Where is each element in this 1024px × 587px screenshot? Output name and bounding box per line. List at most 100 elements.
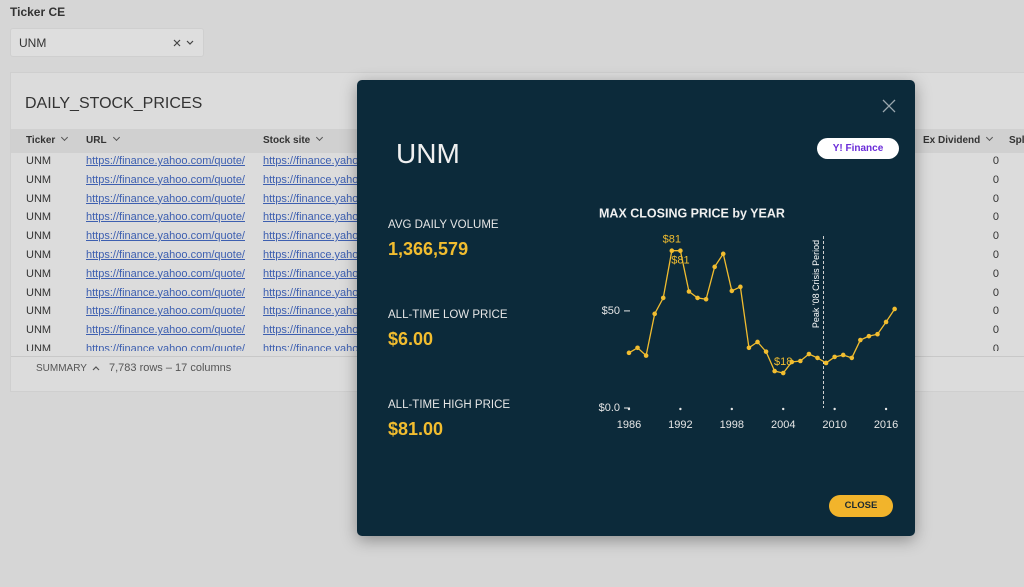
point xyxy=(892,306,897,312)
cell-ex-dividend: 0 xyxy=(992,343,999,351)
summary-text: 7,783 rows – 17 columns xyxy=(109,362,232,374)
x-tick-label: 2016 xyxy=(874,419,898,431)
point xyxy=(772,368,777,374)
cell-url[interactable]: https://finance.yahoo.com/quote/ xyxy=(86,249,245,261)
x-tick xyxy=(730,407,734,411)
cell-ticker: UNM xyxy=(26,249,52,261)
point xyxy=(806,351,812,357)
point xyxy=(660,295,666,301)
cell-stock-site[interactable]: https://finance.yaho xyxy=(263,192,359,205)
cell-ticker: UNM xyxy=(26,230,52,243)
cell-ticker: UNM xyxy=(26,343,52,351)
point xyxy=(652,311,657,317)
cell-ticker: UNM xyxy=(26,305,52,318)
cell-stock-site[interactable]: https://finance.yaho xyxy=(263,249,359,261)
point xyxy=(858,337,863,343)
summary-label[interactable]: SUMMARY xyxy=(36,363,87,374)
cell-ex-dividend: 0 xyxy=(992,286,999,299)
y-tick-label: $0.0 xyxy=(599,402,620,414)
cell-url[interactable]: https://finance.yahoo.com/quote/ xyxy=(86,192,245,205)
point xyxy=(840,352,846,358)
value-label: $18 xyxy=(774,356,792,368)
cell-url[interactable]: https://finance.yahoo.com/quote/ xyxy=(86,324,245,337)
filter-label: Ticker CE xyxy=(10,5,66,19)
point xyxy=(798,358,803,364)
cell-stock-site[interactable]: https://finance.yaho xyxy=(263,230,359,243)
cell-ticker: UNM xyxy=(26,192,52,205)
cell-ticker: UNM xyxy=(26,155,52,167)
annotation-text: Peak '08 Crisis Period xyxy=(811,240,821,328)
yahoo-finance-button[interactable]: Y! Finance xyxy=(817,138,899,159)
point xyxy=(746,345,752,351)
chart-title: MAX CLOSING PRICE by YEAR xyxy=(599,206,785,220)
x-tick-label: 2004 xyxy=(771,419,795,431)
point xyxy=(695,295,700,301)
point xyxy=(635,345,640,351)
modal-title: UNM xyxy=(396,138,460,169)
cell-ex-dividend: 0 xyxy=(992,324,999,337)
cell-url[interactable]: https://finance.yahoo.com/quote/ xyxy=(86,343,245,351)
modal-close-icon[interactable] xyxy=(882,99,896,113)
cell-ex-dividend: 0 xyxy=(992,155,999,167)
point xyxy=(849,355,855,361)
cell-ex-dividend: 0 xyxy=(992,249,999,261)
cell-url[interactable]: https://finance.yahoo.com/quote/ xyxy=(86,230,245,243)
cell-url[interactable]: https://finance.yahoo.com/quote/ xyxy=(86,286,245,299)
column-header[interactable]: Spl xyxy=(1009,135,1024,146)
cell-ex-dividend: 0 xyxy=(992,192,999,205)
cell-url[interactable]: https://finance.yahoo.com/quote/ xyxy=(86,155,245,167)
x-tick xyxy=(884,407,888,411)
summary-chevron[interactable] xyxy=(92,365,100,371)
point xyxy=(823,360,829,366)
cell-stock-site[interactable]: https://finance.yaho xyxy=(263,305,359,318)
line xyxy=(628,250,896,374)
dropdown-icon[interactable] xyxy=(186,40,194,46)
cell-ex-dividend: 0 xyxy=(992,211,999,224)
stat-label: ALL-TIME HIGH PRICE xyxy=(388,399,511,411)
cell-ticker: UNM xyxy=(26,173,52,186)
cell-url[interactable]: https://finance.yahoo.com/quote/ xyxy=(86,305,245,318)
point xyxy=(763,349,769,354)
point xyxy=(755,339,760,345)
clear-icon[interactable] xyxy=(173,39,181,47)
point xyxy=(780,370,786,376)
cell-stock-site[interactable]: https://finance.yaho xyxy=(263,211,359,224)
point xyxy=(883,319,889,325)
cell-ex-dividend: 0 xyxy=(992,173,999,186)
stat-label: AVG DAILY VOLUME xyxy=(388,219,499,231)
point xyxy=(720,251,726,257)
stat-value: $81.00 xyxy=(388,419,444,439)
cell-stock-site[interactable]: https://finance.yaho xyxy=(263,343,359,351)
cell-ex-dividend: 0 xyxy=(992,267,999,280)
stat-value: 1,366,579 xyxy=(388,239,469,259)
x-tick-label: 1998 xyxy=(720,419,744,431)
point xyxy=(815,355,820,361)
close-button[interactable]: CLOSE xyxy=(829,495,893,517)
ticker-select[interactable]: UNM xyxy=(10,28,204,57)
stat-label: ALL-TIME LOW PRICE xyxy=(388,309,508,321)
point xyxy=(703,296,709,302)
x-tick-label: 1992 xyxy=(668,419,692,431)
column-header[interactable]: Ex Dividend xyxy=(923,135,992,146)
table-title: DAILY_STOCK_PRICES xyxy=(25,95,203,112)
x-tick xyxy=(782,407,785,411)
cell-stock-site[interactable]: https://finance.yaho xyxy=(263,286,359,299)
cell-ticker: UNM xyxy=(26,267,52,280)
point xyxy=(832,354,837,360)
cell-url[interactable]: https://finance.yahoo.com/quote/ xyxy=(86,211,245,224)
cell-stock-site[interactable]: https://finance.yaho xyxy=(263,324,359,337)
cell-url[interactable]: https://finance.yahoo.com/quote/ xyxy=(86,267,245,280)
x-tick xyxy=(627,407,631,411)
chart: MAX CLOSING PRICE by YEAR $0.0 $50 1986 199… xyxy=(599,206,899,431)
cell-ex-dividend: 0 xyxy=(992,305,999,318)
cell-stock-site[interactable]: https://finance.yaho xyxy=(263,267,359,280)
column-header[interactable]: Stock site xyxy=(263,135,322,146)
cell-stock-site[interactable]: https://finance.yaho xyxy=(263,173,359,186)
column-header[interactable]: Ticker xyxy=(26,135,67,146)
x-tick xyxy=(833,407,836,411)
cell-url[interactable]: https://finance.yahoo.com/quote/ xyxy=(86,173,245,186)
cell-stock-site[interactable]: https://finance.yaho xyxy=(263,155,359,167)
column-header[interactable]: URL xyxy=(86,135,119,146)
point xyxy=(712,264,717,270)
